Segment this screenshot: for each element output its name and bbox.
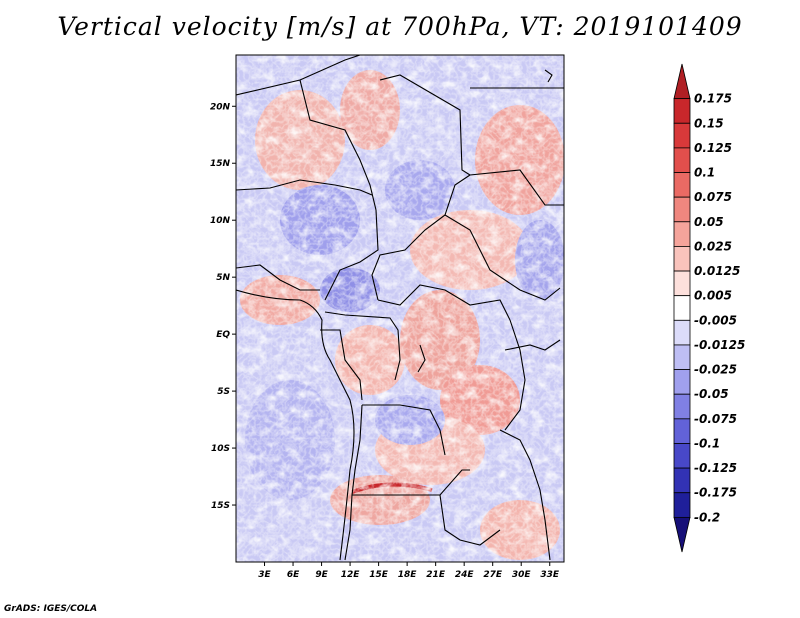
colorbar-segment <box>673 418 691 444</box>
colorbar-label: -0.175 <box>694 486 737 500</box>
colorbar-segment <box>673 516 691 553</box>
colorbar-label: 0.0125 <box>694 264 740 278</box>
lat-tick-label: 15N <box>210 159 231 169</box>
colorbar-label: 0.075 <box>694 190 732 204</box>
lon-tick-label: 24E <box>455 570 475 580</box>
colorbar-segment <box>673 246 691 272</box>
lon-tick-label: 3E <box>258 570 271 580</box>
colorbar-label: 0.025 <box>694 239 732 253</box>
colorbar-label: -0.0125 <box>694 338 745 352</box>
lat-tick-label: 5S <box>217 387 230 397</box>
lat-tick-label: 10S <box>211 444 230 454</box>
lon-tick-label: 6E <box>287 570 300 580</box>
colorbar-label: -0.125 <box>694 461 737 475</box>
country-borders <box>236 55 564 561</box>
lon-tick-label: 30E <box>512 570 532 580</box>
colorbar-label: 0.15 <box>694 116 724 130</box>
lon-tick-label: 15E <box>369 570 389 580</box>
lat-tick-label: 20N <box>210 102 231 112</box>
lon-tick-label: 21E <box>426 570 446 580</box>
lat-tick-label: EQ <box>216 330 230 340</box>
colorbar-segment <box>673 369 691 395</box>
lon-tick-label: 12E <box>341 570 361 580</box>
longitude-axis: 3E 6E 9E 12E 15E 18E 21E 24E 27E 30E 33E <box>258 562 560 580</box>
colorbar-segment <box>673 393 691 420</box>
colorbar-segment <box>673 344 691 370</box>
colorbar-segment <box>673 443 691 469</box>
colorbar-segment <box>673 467 691 494</box>
colorbar-label: 0.175 <box>694 92 732 106</box>
colorbar-label: -0.1 <box>694 436 720 450</box>
colorbar-segment <box>673 172 691 198</box>
colorbar-label: -0.025 <box>694 363 737 377</box>
map-title: Vertical velocity [m/s] at 700hPa, VT: 2… <box>57 12 743 41</box>
colorbar-label: -0.2 <box>694 510 720 524</box>
colorbar-label: 0.1 <box>694 166 715 180</box>
colorbar-segment <box>673 295 691 321</box>
latitude-axis: 20N 15N 10N 5N EQ 5S 10S 15S <box>210 102 236 511</box>
colorbar-segment <box>673 122 691 149</box>
colorbar-label: 0.125 <box>694 141 732 155</box>
lon-tick-label: 33E <box>540 570 560 580</box>
map-frame <box>235 54 565 563</box>
colorbar-segment <box>673 319 691 346</box>
colorbar-label: 0.005 <box>694 289 732 303</box>
lon-tick-label: 27E <box>483 570 503 580</box>
colorbar-segment <box>673 63 691 100</box>
colorbar-segment <box>673 98 691 124</box>
colorbar-label: -0.005 <box>694 313 737 327</box>
lon-tick-label: 18E <box>398 570 418 580</box>
lon-tick-label: 9E <box>315 570 328 580</box>
colorbar-label: 0.05 <box>694 215 724 229</box>
lat-tick-label: 10N <box>210 216 231 226</box>
colorbar-label: -0.05 <box>694 387 729 401</box>
colorbar-segment <box>673 196 691 223</box>
colorbar-segment <box>673 221 691 247</box>
colorbar: 0.175 0.15 0.125 0.1 0.075 0.05 0.025 0.0125 0.0… <box>673 63 745 553</box>
colorbar-label: -0.075 <box>694 412 737 426</box>
colorbar-segment <box>673 147 691 173</box>
lat-tick-label: 5N <box>216 273 230 283</box>
grads-credit: GrADS: IGES/COLA <box>4 604 98 614</box>
map-field <box>236 55 564 562</box>
lat-tick-label: 15S <box>211 501 230 511</box>
colorbar-segment <box>673 492 691 518</box>
colorbar-segment <box>673 270 691 297</box>
